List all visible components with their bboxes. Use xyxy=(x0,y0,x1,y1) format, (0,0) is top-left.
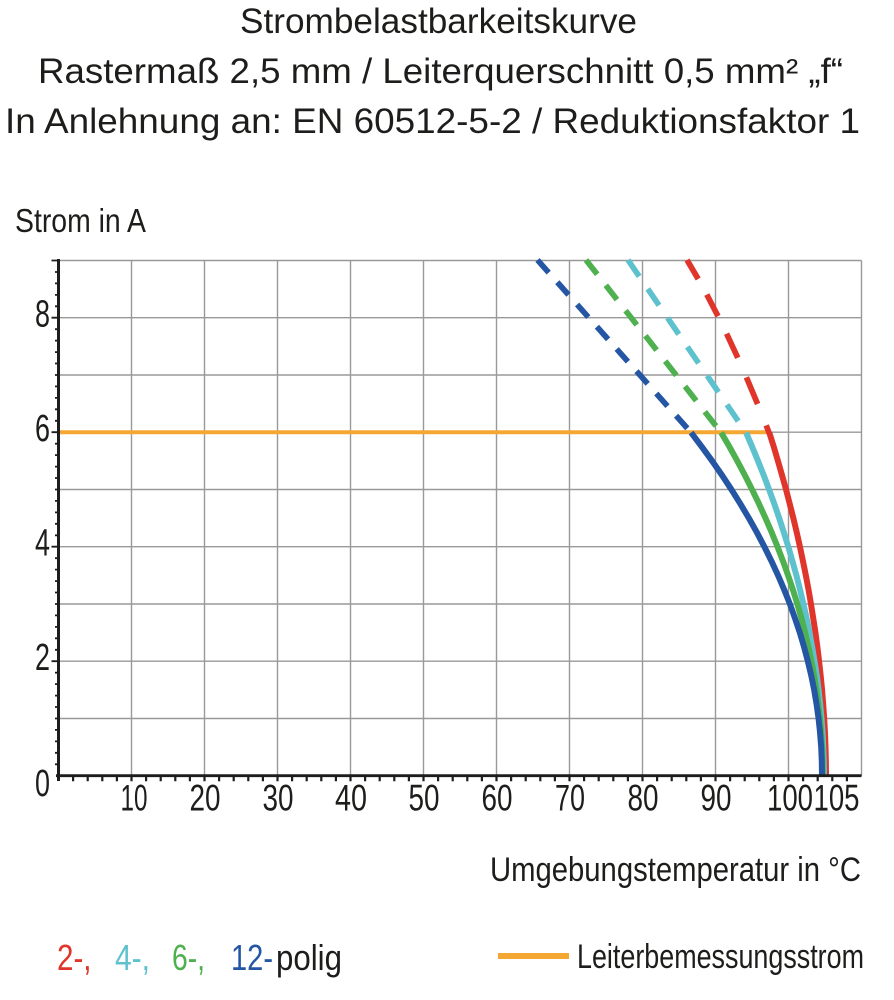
svg-text:40: 40 xyxy=(335,778,367,819)
svg-text:Rastermaß 2,5 mm / Leiterquers: Rastermaß 2,5 mm / Leiterquerschnitt 0,5… xyxy=(38,52,843,91)
svg-text:polig: polig xyxy=(276,937,342,978)
svg-text:Leiterbemessungsstrom: Leiterbemessungsstrom xyxy=(577,938,864,976)
svg-text:In Anlehnung an: EN 60512-5-2: In Anlehnung an: EN 60512-5-2 / Reduktio… xyxy=(5,102,860,141)
svg-text:10: 10 xyxy=(121,778,148,819)
svg-text:60: 60 xyxy=(482,778,513,819)
svg-text:2-,: 2-, xyxy=(57,937,92,978)
svg-text:105: 105 xyxy=(814,778,860,819)
svg-text:Strom in A: Strom in A xyxy=(15,202,146,239)
svg-text:70: 70 xyxy=(555,778,585,819)
svg-text:12-: 12- xyxy=(231,937,273,978)
svg-text:20: 20 xyxy=(190,778,221,819)
svg-text:90: 90 xyxy=(701,778,732,819)
svg-text:2: 2 xyxy=(35,637,50,679)
svg-text:6-,: 6-, xyxy=(172,937,205,978)
svg-text:4: 4 xyxy=(35,523,50,565)
svg-text:80: 80 xyxy=(628,778,659,819)
svg-text:100: 100 xyxy=(767,778,813,819)
svg-text:Strombelastbarkeitskurve: Strombelastbarkeitskurve xyxy=(240,2,637,41)
svg-text:6: 6 xyxy=(35,408,50,450)
svg-text:30: 30 xyxy=(263,778,294,819)
svg-text:4-,: 4-, xyxy=(115,937,150,978)
svg-text:Umgebungstemperatur in °C: Umgebungstemperatur in °C xyxy=(490,851,861,889)
svg-text:8: 8 xyxy=(35,294,50,336)
svg-text:0: 0 xyxy=(35,763,50,805)
svg-text:50: 50 xyxy=(409,778,440,819)
